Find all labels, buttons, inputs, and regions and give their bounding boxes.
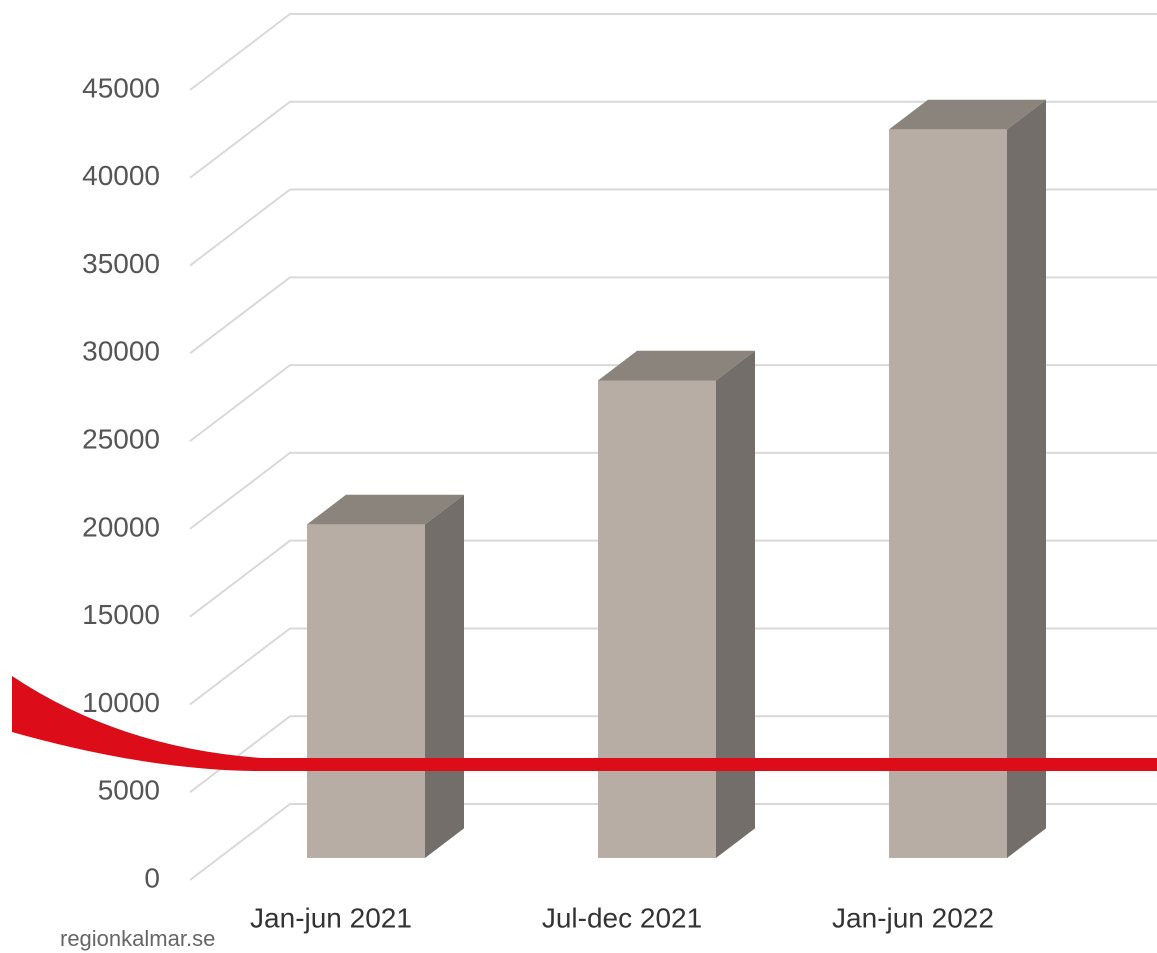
grid-line [189,539,1157,618]
decor-swoosh [12,676,1157,771]
bar-side [425,494,464,858]
y-tick-label: 40000 [82,160,160,191]
bar-side [1007,99,1046,858]
x-tick-label: Jan-jun 2022 [832,902,994,933]
bar-top [307,494,464,525]
bar-side [716,350,755,858]
bar-top [889,99,1046,130]
bar-front [889,129,1007,858]
source: regionkalmar.se [60,926,215,951]
labels: 0 5000 10000 15000 20000 25000 30000 35000 40000… [82,72,994,933]
grid-line [189,13,1157,91]
y-tick-label: 45000 [82,72,160,103]
bars [307,99,1046,858]
grid-line [189,188,1157,267]
y-tick-label: 0 [144,862,160,893]
y-tick-label: 5000 [98,775,160,806]
y-tick-label: 35000 [82,248,160,279]
y-tick-label: 15000 [82,599,160,630]
grid-line [189,100,1157,179]
x-tick-label: Jul-dec 2021 [542,902,702,933]
grid-line [189,364,1157,442]
y-tick-label: 20000 [82,511,160,542]
y-tick-label: 25000 [82,424,160,455]
bar-front [307,524,425,858]
x-tick-label: Jan-jun 2021 [250,902,412,933]
grid-line [189,451,1157,530]
grid-line [189,627,1157,706]
bar-front [598,380,716,858]
bar-top [598,350,755,381]
y-tick-label: 10000 [82,687,160,718]
grid-line [189,276,1157,355]
y-tick-label: 30000 [82,336,160,367]
grid-line [189,803,1157,881]
